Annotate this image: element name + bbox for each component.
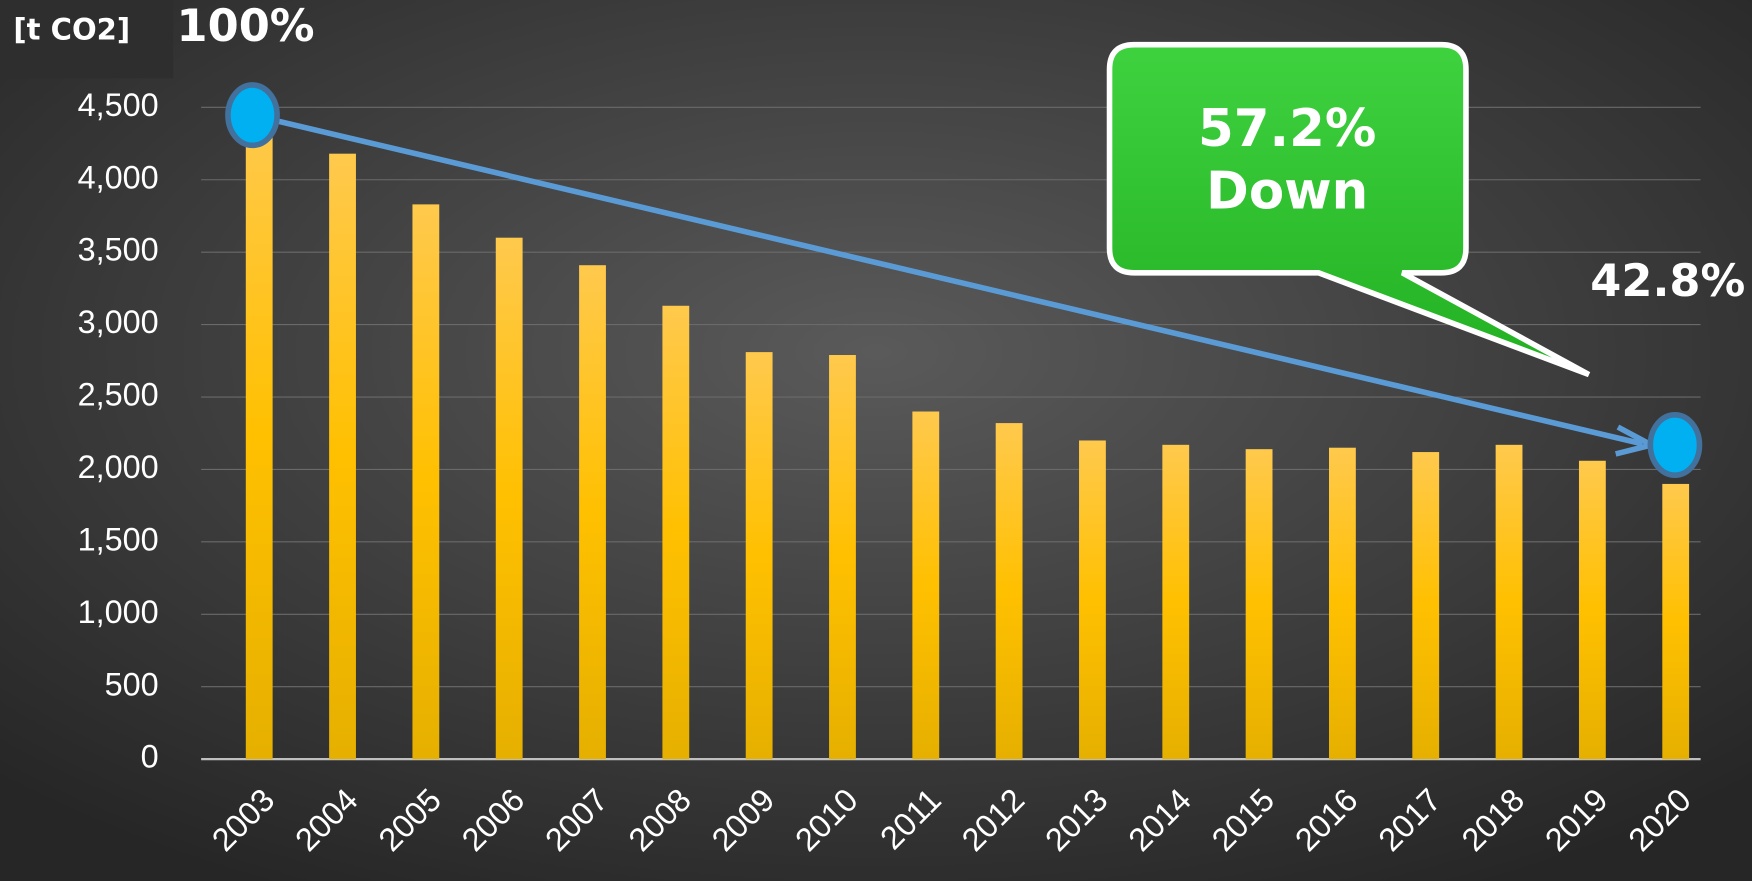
bar (495, 237, 523, 760)
trend-arrow (251, 112, 1644, 447)
y-tick-label: 4,000 (78, 159, 159, 195)
start-label: 100% (177, 0, 315, 52)
bar (412, 204, 440, 760)
bar (1329, 447, 1356, 760)
bar (1162, 444, 1190, 760)
bar (745, 352, 773, 760)
bar (1245, 449, 1273, 760)
bar (829, 355, 856, 760)
y-tick-label: 4,500 (78, 87, 159, 123)
bar (1578, 460, 1606, 760)
start-marker (225, 82, 280, 149)
y-tick-label: 3,500 (78, 232, 159, 268)
unit-box (0, 0, 174, 79)
y-tick-label: 2,500 (78, 377, 159, 413)
callout-bubble (1106, 41, 1591, 378)
end-marker (1647, 411, 1703, 478)
callout-line: Down (1206, 162, 1368, 222)
unit-label: [t CO2] (13, 12, 130, 46)
bar (1412, 452, 1440, 760)
bar (995, 423, 1023, 760)
bar (329, 153, 356, 760)
y-tick-label: 2,000 (78, 449, 159, 485)
bar (1079, 440, 1106, 760)
y-tick-label: 1,000 (78, 594, 159, 630)
end-label: 42.8% (1590, 255, 1745, 307)
bar (662, 305, 690, 760)
bars (245, 114, 1690, 760)
bar (1662, 483, 1690, 760)
y-tick-label: 0 (141, 739, 159, 775)
y-tick-label: 500 (105, 666, 159, 702)
bar (245, 114, 273, 760)
bar (1495, 444, 1523, 760)
callout-line: 57.2% (1198, 99, 1376, 159)
bar (579, 265, 606, 760)
bar (912, 411, 940, 760)
y-tick-label: 3,000 (78, 304, 159, 340)
y-tick-label: 1,500 (78, 521, 159, 557)
